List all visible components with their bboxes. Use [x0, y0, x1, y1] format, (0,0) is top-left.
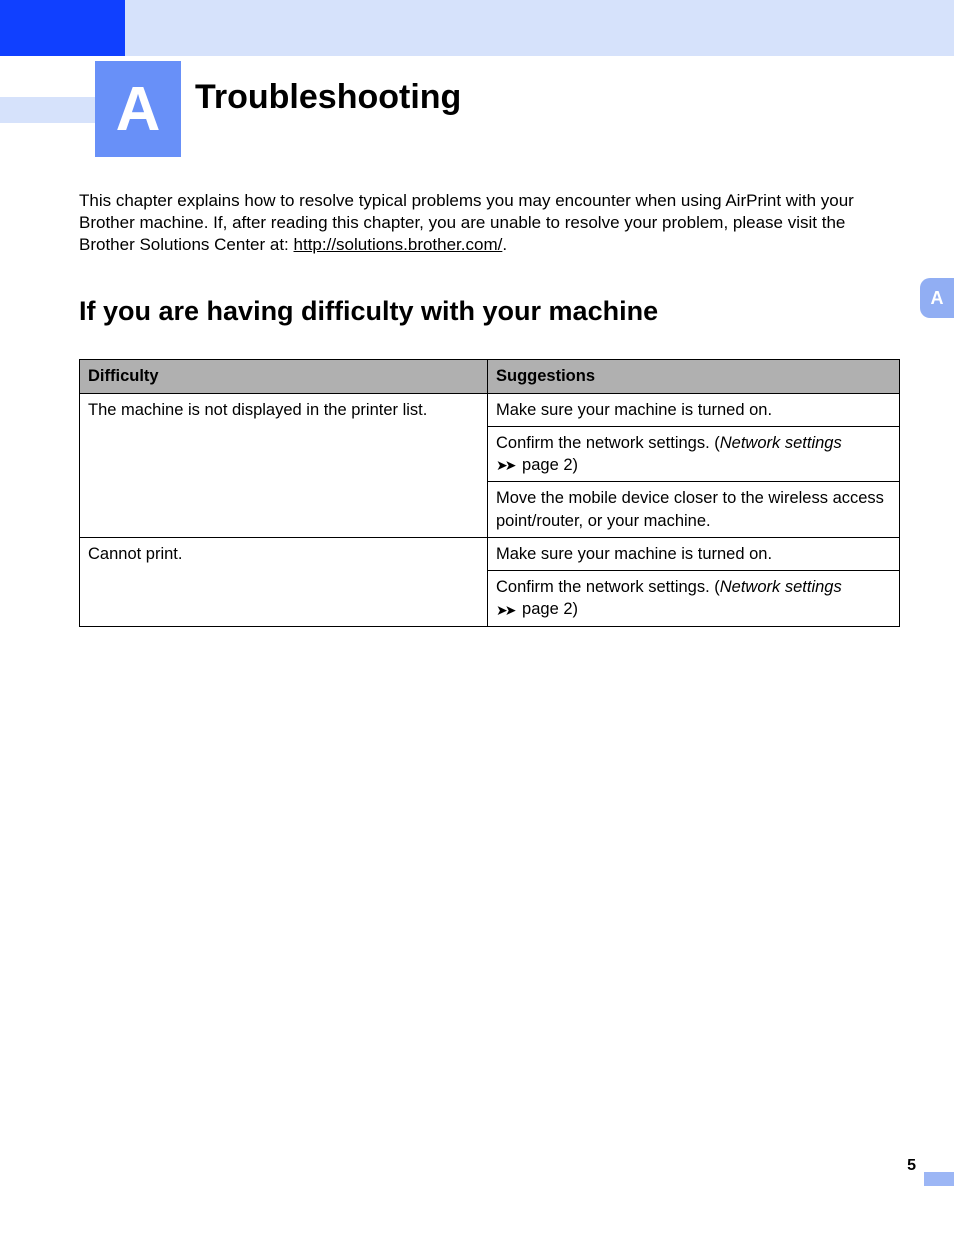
suggestion-cell: Confirm the network settings. (Network s… — [488, 426, 900, 482]
appendix-letter: A — [116, 74, 161, 145]
arrow-icon: ➤➤ — [496, 456, 513, 475]
suggestion-prefix: Confirm the network settings. ( — [496, 578, 720, 596]
col-header-difficulty: Difficulty — [80, 360, 488, 393]
content-area: This chapter explains how to resolve typ… — [79, 190, 899, 627]
col-header-suggestions: Suggestions — [488, 360, 900, 393]
page-title: Troubleshooting — [195, 78, 461, 117]
suggestion-cell: Make sure your machine is turned on. — [488, 393, 900, 426]
troubleshooting-table: Difficulty Suggestions The machine is no… — [79, 359, 900, 626]
table-header-row: Difficulty Suggestions — [80, 360, 900, 393]
bottom-stripe — [924, 1172, 954, 1186]
difficulty-cell: Cannot print. — [80, 537, 488, 626]
suggestion-pageref: page 2) — [517, 456, 578, 474]
suggestion-cell: Make sure your machine is turned on. — [488, 537, 900, 570]
suggestion-pageref: page 2) — [517, 600, 578, 618]
suggestion-italic: Network settings — [720, 434, 842, 452]
page-number: 5 — [907, 1157, 916, 1175]
suggestion-cell: Confirm the network settings. (Network s… — [488, 571, 900, 627]
top-left-block — [0, 0, 125, 56]
table-row: Cannot print. Make sure your machine is … — [80, 537, 900, 570]
side-tab: A — [920, 278, 954, 318]
difficulty-cell: The machine is not displayed in the prin… — [80, 393, 488, 537]
suggestion-prefix: Confirm the network settings. ( — [496, 434, 720, 452]
solutions-center-link[interactable]: http://solutions.brother.com/ — [294, 235, 503, 254]
top-banner — [0, 0, 954, 56]
appendix-letter-block: A — [95, 61, 181, 157]
intro-text-after: . — [502, 235, 507, 254]
intro-paragraph: This chapter explains how to resolve typ… — [79, 190, 899, 256]
sidebar-stripe — [0, 97, 95, 123]
suggestion-italic: Network settings — [720, 578, 842, 596]
arrow-icon: ➤➤ — [496, 601, 513, 620]
section-heading: If you are having difficulty with your m… — [79, 296, 899, 327]
table-row: The machine is not displayed in the prin… — [80, 393, 900, 426]
suggestion-cell: Move the mobile device closer to the wir… — [488, 482, 900, 538]
side-tab-label: A — [931, 288, 944, 309]
